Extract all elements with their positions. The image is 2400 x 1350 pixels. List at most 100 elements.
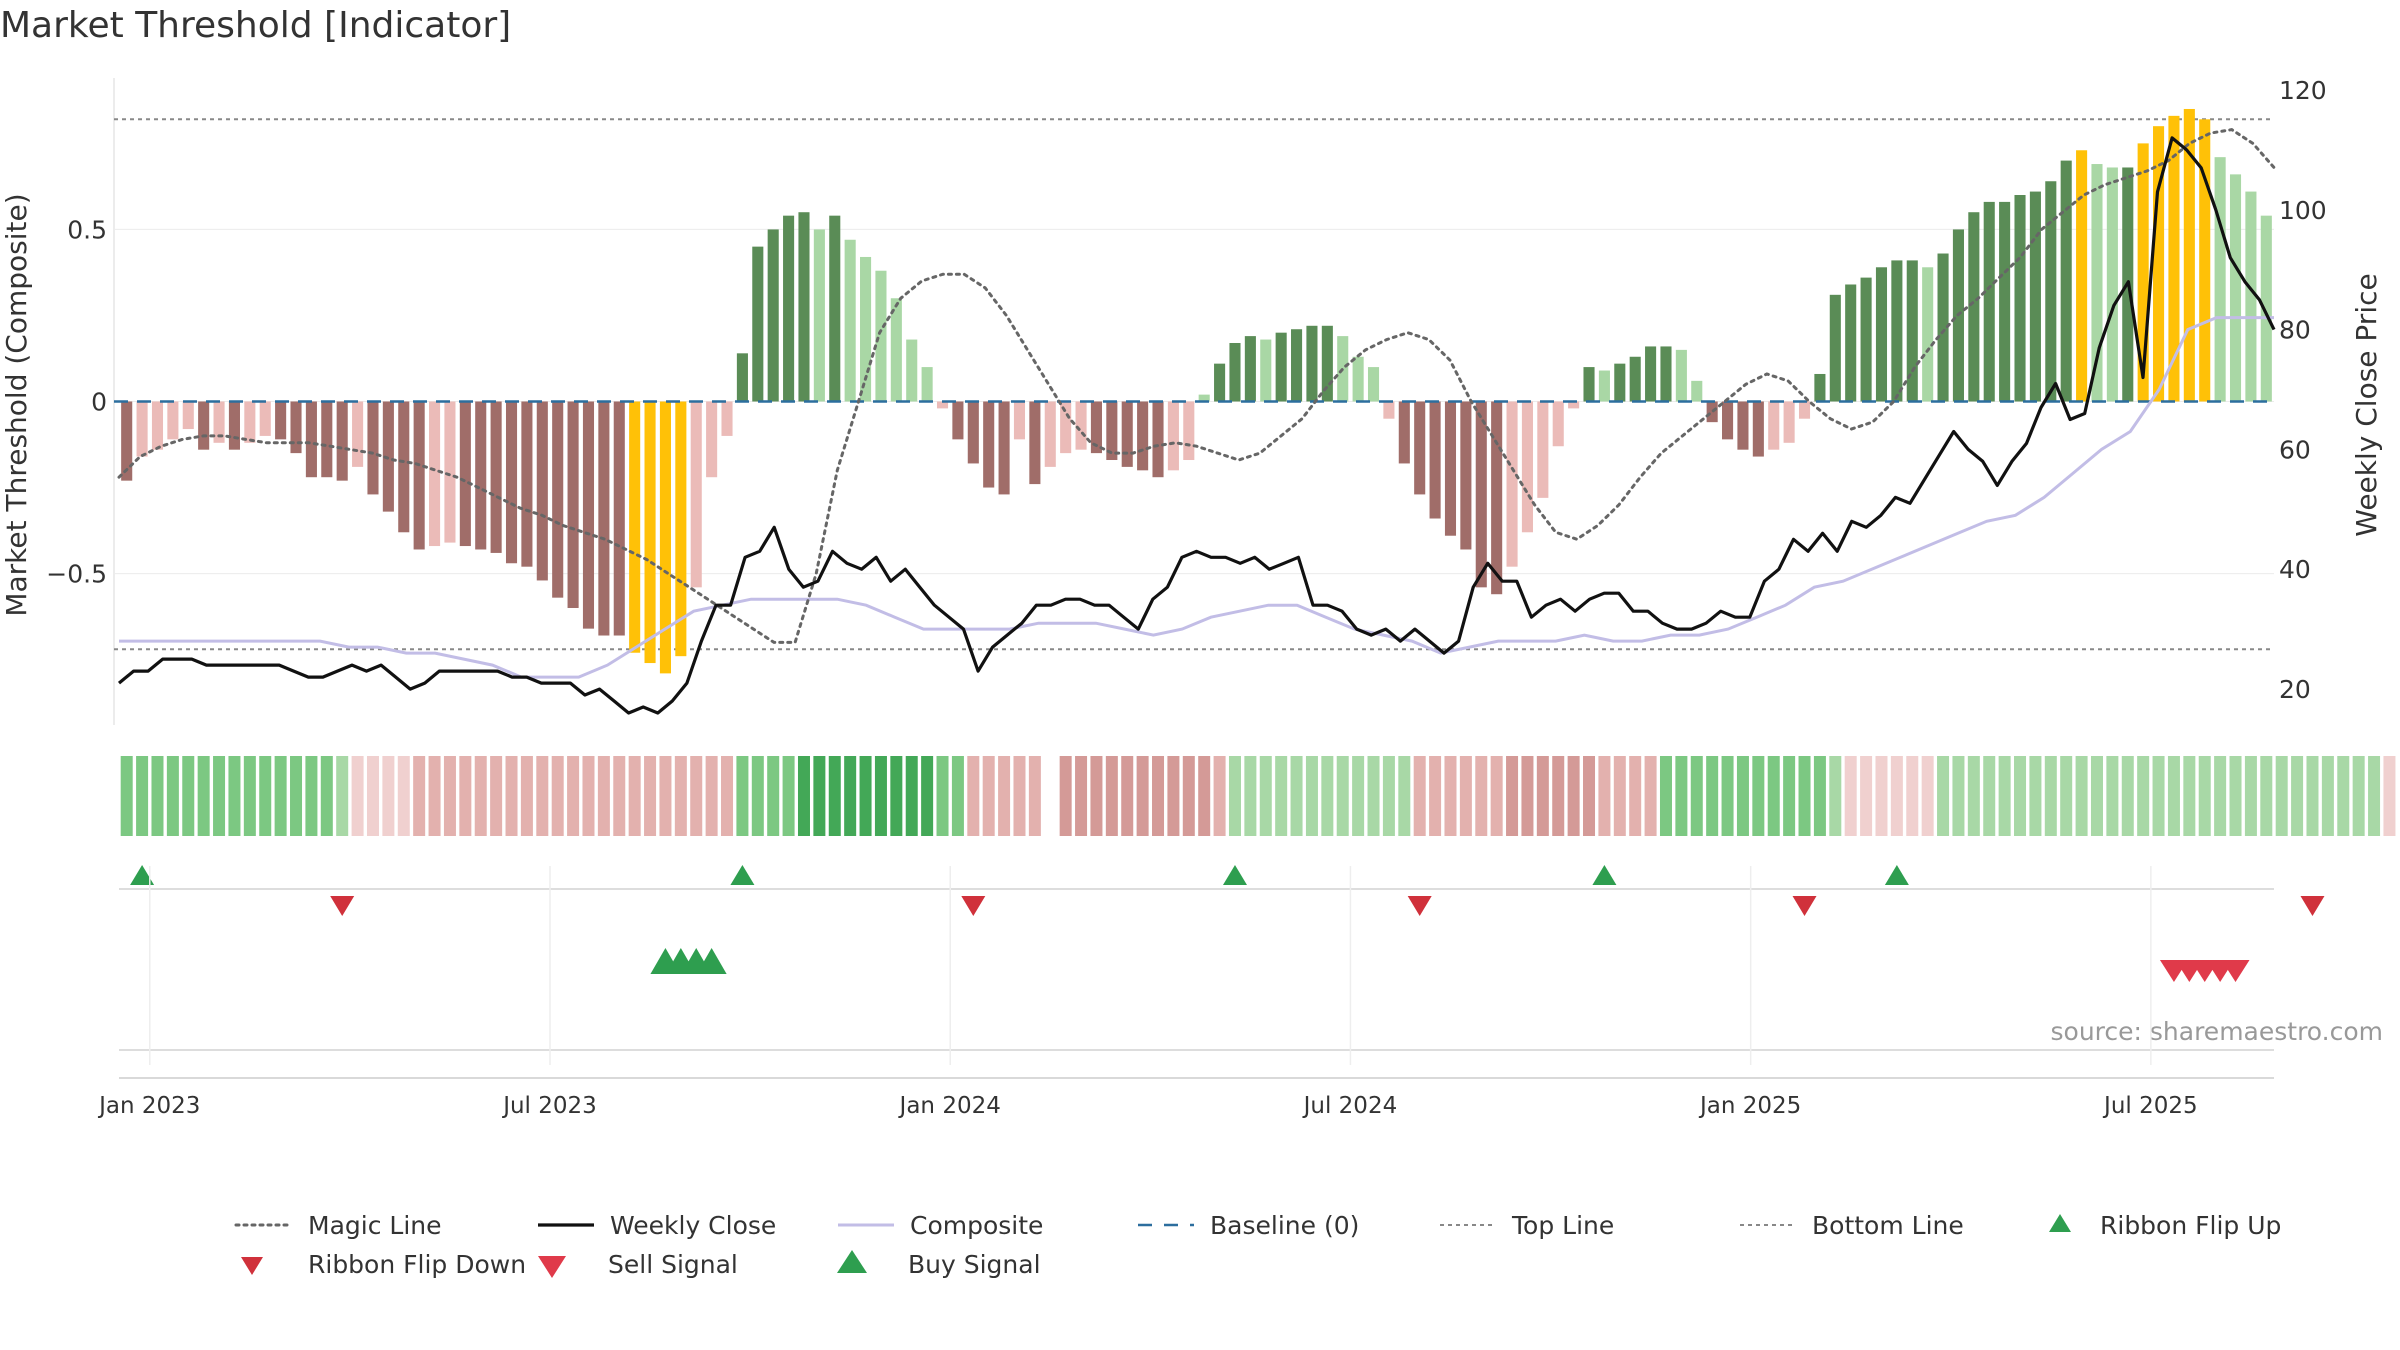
composite-bar: [675, 401, 687, 657]
composite-bar: [2245, 191, 2257, 402]
right-tick-label: 20: [2279, 675, 2311, 704]
composite-bar: [228, 401, 240, 450]
ribbon-cell: [290, 756, 303, 836]
legend-item: Buy Signal: [837, 1250, 1041, 1279]
composite-bar: [2137, 143, 2149, 402]
composite-bar: [1444, 401, 1457, 536]
ribbon-cell: [1444, 756, 1457, 836]
ribbon-cell: [1890, 756, 1903, 836]
signal-panel: [119, 948, 2274, 1051]
ribbon-cell: [613, 756, 626, 836]
composite-bar: [1367, 367, 1380, 402]
composite-bar: [552, 401, 564, 598]
legend-label: Top Line: [1511, 1211, 1614, 1240]
left-tick-label: 0: [91, 388, 107, 417]
composite-bar: [2214, 157, 2226, 402]
ribbon-cell: [2198, 756, 2211, 836]
ribbon-cell: [2337, 756, 2350, 836]
composite-bar: [321, 401, 333, 478]
x-axis: Jan 2023 Jul 2023 Jan 2024 Jul 2024 Jan 2025…: [97, 866, 2274, 1119]
x-tick-label: Jan 2024: [898, 1093, 1001, 1119]
ribbon-cell: [982, 756, 995, 836]
ribbon-cell: [1721, 756, 1734, 836]
ribbon-cell: [2260, 756, 2273, 836]
composite-bar: [1829, 294, 1841, 402]
ribbon-cell: [797, 756, 810, 836]
composite-bar: [136, 401, 148, 457]
ribbon-flip-up-marker: [1222, 865, 1247, 885]
ribbon-cell: [1506, 756, 1519, 836]
legend-item: Weekly Close: [538, 1211, 776, 1240]
legend-swatch-flip-up: [2049, 1214, 2071, 1232]
ribbon-cell: [1644, 756, 1657, 836]
ribbon-panel: [120, 756, 2396, 836]
ribbon-cell: [243, 756, 256, 836]
legend-item: Composite: [838, 1211, 1043, 1240]
left-axis-label: Market Threshold (Composite): [0, 193, 33, 616]
ribbon-cell: [259, 756, 272, 836]
ribbon-cell: [151, 756, 164, 836]
ribbon-cell: [490, 756, 503, 836]
composite-bar: [1906, 260, 1918, 402]
ribbon-flip-down-marker: [2300, 896, 2325, 916]
composite-bar: [521, 401, 533, 567]
composite-bar: [1013, 401, 1026, 440]
composite-bar: [690, 401, 702, 588]
ribbon-cell: [474, 756, 487, 836]
ribbon-cell: [1552, 756, 1565, 836]
ribbon-cell: [659, 756, 672, 836]
composite-bar: [2183, 108, 2195, 402]
ribbon-cell: [413, 756, 426, 836]
composite-bar: [1660, 346, 1672, 402]
composite-bar: [998, 401, 1010, 495]
legend: Magic Line Weekly Close Composite Baseline …: [234, 1211, 2281, 1279]
sell-signal-marker: [2221, 960, 2250, 982]
ribbon-flip-up-marker: [1592, 865, 1617, 885]
composite-bar: [783, 215, 795, 402]
ribbon-cell: [2352, 756, 2365, 836]
composite-bar: [752, 246, 764, 402]
composite-bar: [1552, 401, 1564, 447]
composite-bar: [198, 401, 210, 450]
composite-bar: [1198, 394, 1210, 402]
composite-bar: [1521, 401, 1533, 533]
composite-bar: [1783, 401, 1795, 443]
ribbon-cell: [1921, 756, 1934, 836]
ribbon-cell: [520, 756, 533, 836]
composite-bar: [1429, 401, 1441, 519]
ribbon-cell: [1167, 756, 1180, 836]
ribbon-cell: [182, 756, 195, 836]
right-tick-label: 120: [2279, 76, 2327, 105]
ribbon-cell: [1906, 756, 1919, 836]
legend-item: Ribbon Flip Down: [241, 1250, 526, 1279]
composite-bar: [398, 401, 410, 533]
ribbon-cell: [905, 756, 918, 836]
ribbon-cell: [721, 756, 734, 836]
composite-bar: [1137, 401, 1149, 471]
composite-bar: [1460, 401, 1472, 550]
ribbon-cell: [1213, 756, 1226, 836]
ribbon-cell: [197, 756, 210, 836]
composite-bar: [305, 401, 317, 478]
ribbon-cell: [336, 756, 349, 836]
composite-bar: [2153, 126, 2165, 402]
ribbon-cell: [828, 756, 841, 836]
ribbon-flip-up-marker: [1884, 865, 1909, 885]
ribbon-cell: [2321, 756, 2334, 836]
composite-bar: [1922, 267, 1934, 402]
ribbon-cell: [1952, 756, 1965, 836]
composite-bar: [2168, 115, 2180, 402]
composite-bar: [1398, 401, 1410, 464]
ribbon-cell: [2167, 756, 2180, 836]
composite-bar: [352, 401, 364, 467]
composite-bar: [182, 401, 194, 430]
legend-label: Buy Signal: [908, 1250, 1041, 1279]
ribbon-cell: [2229, 756, 2242, 836]
composite-bar: [382, 401, 394, 512]
x-tick-label: Jan 2025: [1698, 1093, 1801, 1119]
composite-bar: [767, 229, 779, 402]
legend-label: Composite: [910, 1211, 1043, 1240]
composite-bar: [1106, 401, 1118, 461]
ribbon-cell: [397, 756, 410, 836]
composite-bar: [1937, 253, 1949, 402]
